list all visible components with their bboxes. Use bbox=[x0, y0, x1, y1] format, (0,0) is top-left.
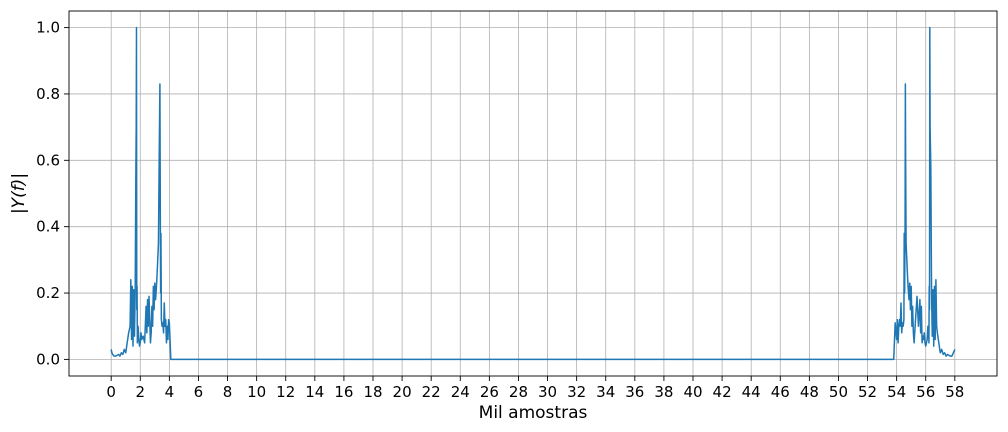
x-tick-label: 12 bbox=[276, 383, 295, 401]
y-axis: 0.0 0.2 0.4 0.6 0.8 1.0 bbox=[36, 19, 69, 368]
x-tick-label: 24 bbox=[451, 383, 470, 401]
x-tick-label: 2 bbox=[135, 383, 145, 401]
x-axis: 0 2 4 6 8 10 12 14 16 18 20 22 24 26 28 30 32 34 36 38 40 42 4… bbox=[106, 376, 964, 401]
x-tick-label: 52 bbox=[858, 383, 877, 401]
x-tick-label: 36 bbox=[625, 383, 644, 401]
x-tick-label: 58 bbox=[945, 383, 964, 401]
x-tick-label: 40 bbox=[683, 383, 702, 401]
x-tick-label: 4 bbox=[165, 383, 175, 401]
x-tick-label: 30 bbox=[538, 383, 557, 401]
y-tick-label: 0.8 bbox=[36, 85, 60, 103]
x-tick-label: 26 bbox=[480, 383, 499, 401]
plot-area bbox=[110, 26, 956, 361]
y-tick-label: 0.6 bbox=[36, 151, 60, 169]
y-tick-label: 1.0 bbox=[36, 19, 60, 37]
y-tick-label: 0.2 bbox=[36, 284, 60, 302]
x-tick-label: 22 bbox=[422, 383, 441, 401]
x-axis-label: Mil amostras bbox=[479, 403, 588, 423]
x-tick-label: 32 bbox=[567, 383, 586, 401]
x-tick-label: 20 bbox=[393, 383, 412, 401]
x-tick-label: 38 bbox=[654, 383, 673, 401]
x-tick-label: 50 bbox=[829, 383, 848, 401]
x-tick-label: 8 bbox=[223, 383, 233, 401]
x-tick-label: 56 bbox=[916, 383, 935, 401]
y-tick-label: 0.0 bbox=[36, 350, 60, 368]
x-tick-label: 14 bbox=[305, 383, 324, 401]
x-tick-label: 48 bbox=[800, 383, 819, 401]
series-line-0 bbox=[110, 26, 956, 361]
x-tick-label: 0 bbox=[106, 383, 116, 401]
x-tick-label: 28 bbox=[509, 383, 528, 401]
y-tick-label: 0.4 bbox=[36, 218, 60, 236]
x-tick-label: 6 bbox=[194, 383, 204, 401]
x-tick-label: 16 bbox=[334, 383, 353, 401]
x-tick-label: 34 bbox=[596, 383, 615, 401]
x-tick-label: 46 bbox=[771, 383, 790, 401]
x-tick-label: 54 bbox=[887, 383, 906, 401]
y-axis-label: |Y(f)| bbox=[9, 173, 29, 214]
x-tick-label: 10 bbox=[247, 383, 266, 401]
x-tick-label: 42 bbox=[713, 383, 732, 401]
x-tick-label: 18 bbox=[363, 383, 382, 401]
plot-frame bbox=[68, 10, 998, 377]
x-tick-label: 44 bbox=[742, 383, 761, 401]
